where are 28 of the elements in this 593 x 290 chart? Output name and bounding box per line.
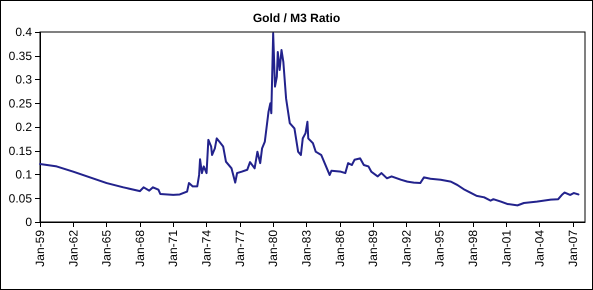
x-tick-label: Jan-77 (232, 230, 247, 267)
x-tick-label: Jan-92 (399, 230, 414, 267)
x-tick-label: Jan-62 (66, 230, 80, 267)
y-tick-label: 0.25 (8, 96, 32, 110)
y-tick-label: 0.1 (15, 168, 32, 182)
x-tick-label: Jan-89 (366, 230, 380, 267)
y-tick-label: 0.4 (15, 25, 32, 39)
x-tick-label: Jan-95 (432, 230, 447, 267)
x-tick-label: Jan-07 (566, 230, 580, 267)
x-tick-label: Jan-59 (33, 230, 47, 267)
y-tick-label: 0.15 (8, 144, 32, 158)
x-tick-label: Jan-65 (100, 230, 114, 267)
y-tick-label: 0.3 (15, 72, 32, 86)
line-series (39, 32, 580, 206)
x-tick-label: Jan-83 (299, 230, 314, 267)
x-tick-label: Jan-71 (166, 230, 180, 267)
x-tick-label: Jan-68 (132, 230, 147, 267)
y-tick-label: 0.05 (8, 191, 32, 206)
y-tick-label: 0 (25, 215, 32, 229)
x-tick-label: Jan-98 (466, 230, 480, 267)
y-tick-label: 0.35 (8, 48, 32, 63)
x-tick-label: Jan-04 (532, 230, 547, 267)
x-tick-label: Jan-74 (200, 230, 214, 267)
y-tick-label: 0.2 (15, 120, 32, 134)
x-tick-label: Jan-01 (499, 230, 514, 267)
x-tick-label: Jan-86 (332, 230, 347, 267)
chart-title: Gold / M3 Ratio (252, 11, 340, 25)
x-tick-label: Jan-80 (266, 230, 280, 267)
